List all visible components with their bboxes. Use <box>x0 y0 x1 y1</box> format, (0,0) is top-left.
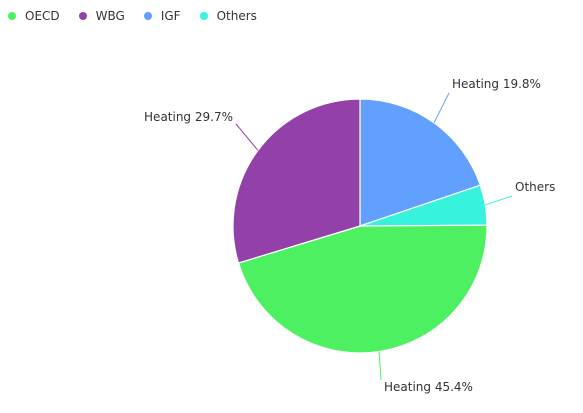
pie-slice-igf[interactable] <box>359 98 482 227</box>
leader-line-wbg <box>235 123 259 151</box>
slice-label-wbg: Heating 29.7% <box>144 110 233 124</box>
slice-label-igf: Heating 19.8% <box>452 77 541 91</box>
legend-item-wbg[interactable]: WBG <box>78 8 125 24</box>
pie-slices <box>232 98 488 354</box>
slice-label-others: Others <box>515 180 555 194</box>
legend-item-igf[interactable]: IGF <box>143 8 181 24</box>
leader-line-oecd <box>378 351 382 381</box>
slice-labels: Heating 19.8% Others Heating 45.4% Heating … <box>144 77 555 394</box>
legend-label-igf: IGF <box>160 9 181 23</box>
legend-label-others: Others <box>216 9 257 23</box>
legend-label-oecd: OECD <box>25 9 60 23</box>
leader-line-others <box>485 195 513 206</box>
legend-swatch-igf <box>143 12 152 20</box>
legend-item-others[interactable]: Others <box>199 8 257 24</box>
legend-swatch-wbg <box>78 12 87 20</box>
legend-item-oecd[interactable]: OECD <box>8 8 60 24</box>
chart-legend: OECD WBG IGF Others <box>8 8 276 24</box>
label-leader-lines <box>235 92 513 381</box>
legend-swatch-others <box>199 12 208 20</box>
legend-label-wbg: WBG <box>95 9 125 23</box>
leader-line-igf <box>433 92 450 124</box>
legend-swatch-oecd <box>8 12 16 20</box>
pie-slice-oecd[interactable] <box>237 224 488 354</box>
slice-label-oecd: Heating 45.4% <box>384 380 473 394</box>
pie-slice-wbg[interactable] <box>232 98 361 264</box>
